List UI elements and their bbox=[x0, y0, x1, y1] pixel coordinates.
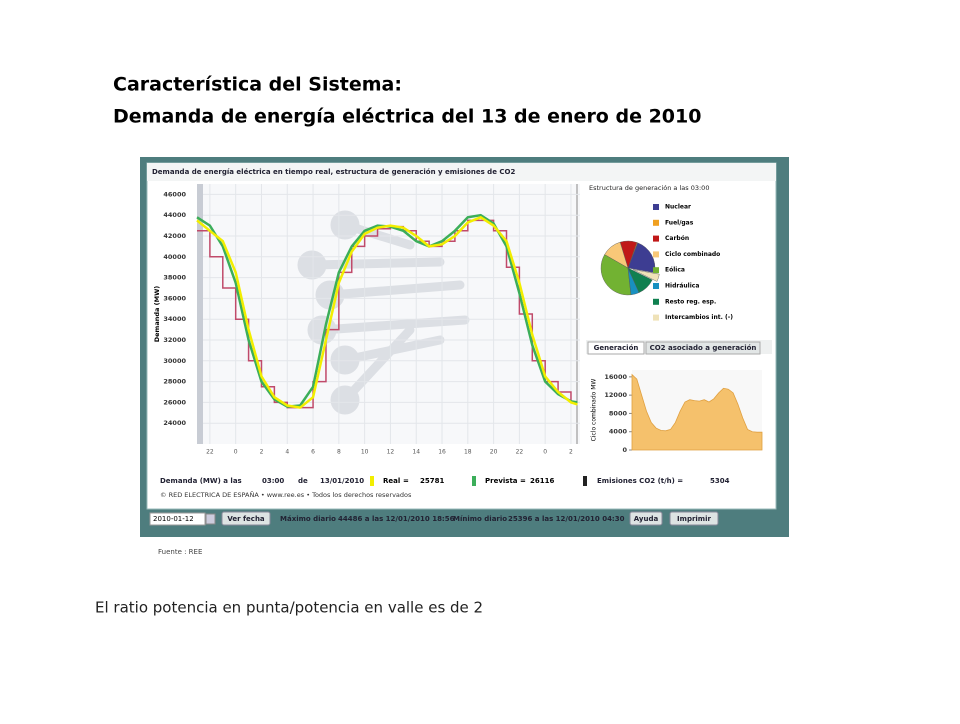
y-tick-label: 30000 bbox=[163, 357, 186, 365]
tab-label: Generación bbox=[594, 344, 639, 352]
legend-swatch bbox=[472, 476, 476, 486]
legend-label: Prevista bbox=[485, 477, 518, 485]
button-label: Ayuda bbox=[634, 515, 659, 523]
plot-scroll bbox=[197, 184, 203, 444]
readout-de: de bbox=[298, 477, 308, 485]
x-tick-label: 22 bbox=[516, 449, 524, 456]
legend-label: Hidráulica bbox=[665, 283, 699, 290]
y-tick-label: 16000 bbox=[604, 373, 627, 381]
legend-eq: = bbox=[403, 477, 409, 485]
min-label: Mínimo diario bbox=[453, 515, 507, 523]
x-tick-label: 18 bbox=[464, 449, 472, 456]
legend-swatch bbox=[653, 314, 659, 321]
y-tick-label: 32000 bbox=[163, 336, 186, 344]
legend-value: 25781 bbox=[420, 477, 444, 485]
x-tick-label: 2 bbox=[569, 449, 573, 456]
calendar-icon[interactable] bbox=[205, 513, 216, 525]
readout-time: 03:00 bbox=[262, 477, 284, 485]
legend-swatch bbox=[653, 219, 659, 226]
x-tick-label: 6 bbox=[311, 449, 315, 456]
x-tick-label: 0 bbox=[543, 449, 547, 456]
x-tick-label: 10 bbox=[361, 449, 369, 456]
widget-header: Demanda de energía eléctrica en tiempo r… bbox=[152, 168, 515, 176]
legend-swatch bbox=[653, 204, 659, 210]
legend-swatch bbox=[653, 235, 659, 242]
x-tick-label: 14 bbox=[412, 449, 420, 456]
y-tick-label: 28000 bbox=[163, 378, 186, 386]
x-tick-label: 0 bbox=[234, 449, 238, 456]
legend-swatch bbox=[653, 298, 659, 305]
tab-label: CO2 asociado a generación bbox=[650, 344, 757, 352]
x-tick-label: 8 bbox=[337, 449, 341, 456]
legend-swatch bbox=[653, 251, 659, 258]
legend-label: Carbón bbox=[665, 235, 689, 242]
legend-eq: = bbox=[520, 477, 526, 485]
y-tick-label: 42000 bbox=[163, 232, 186, 240]
y-axis-label: Demanda (MW) bbox=[153, 286, 161, 343]
legend-swatch bbox=[653, 283, 659, 289]
legend-label: Ciclo combinado bbox=[665, 251, 720, 258]
readout-emissions: 5304 bbox=[710, 477, 730, 485]
copyright: © RED ELECTRICA DE ESPAÑA • www.ree.es •… bbox=[160, 490, 412, 499]
tab[interactable] bbox=[645, 341, 761, 355]
tab[interactable] bbox=[587, 341, 645, 355]
area bbox=[631, 373, 763, 451]
y-tick-label: 36000 bbox=[163, 294, 186, 302]
conclusion: El ratio potencia en punta/potencia en v… bbox=[95, 599, 483, 617]
legend-label: Resto reg. esp. bbox=[665, 298, 716, 305]
pie-slice bbox=[627, 267, 653, 293]
x-tick-label: 16 bbox=[438, 449, 446, 456]
legend-label: Real bbox=[383, 477, 400, 485]
source: Fuente : REE bbox=[158, 548, 202, 556]
y-tick-label: 44000 bbox=[163, 211, 186, 219]
emissions-swatch bbox=[583, 476, 587, 486]
date-value: 2010-01-12 bbox=[153, 515, 194, 523]
title: Demanda de energía eléctrica del 13 de e… bbox=[113, 106, 701, 128]
legend-swatch bbox=[370, 476, 374, 486]
button[interactable] bbox=[629, 511, 663, 526]
button[interactable] bbox=[669, 511, 719, 526]
y-tick-label: 12000 bbox=[604, 391, 627, 399]
y-tick-label: 26000 bbox=[163, 398, 186, 406]
button-label: Ver fecha bbox=[227, 515, 265, 523]
legend-label: Intercambios int. (-) bbox=[665, 314, 733, 321]
y-tick-label: 38000 bbox=[163, 274, 186, 282]
series-line bbox=[196, 215, 578, 409]
readout-label: Demanda (MW) a las bbox=[160, 477, 242, 485]
legend-swatch bbox=[653, 267, 659, 274]
pie-slice bbox=[600, 254, 632, 296]
date-input[interactable] bbox=[149, 512, 206, 526]
max-text: 44486 a las 12/01/2010 18:56 bbox=[338, 515, 455, 523]
pie-slice bbox=[632, 269, 660, 282]
legend-label: Eólica bbox=[665, 267, 685, 274]
max-label: Máximo diario bbox=[280, 515, 336, 523]
readout-date: 13/01/2010 bbox=[320, 477, 364, 485]
widget-header-bg bbox=[147, 163, 776, 181]
y-tick-label: 8000 bbox=[609, 409, 628, 417]
min-text: 25396 a las 12/01/2010 04:30 bbox=[508, 515, 625, 523]
y-tick-label: 34000 bbox=[163, 315, 186, 323]
legend-value: 26116 bbox=[530, 477, 554, 485]
readout-emissions-label: Emisiones CO2 (t/h) = bbox=[597, 477, 683, 485]
x-tick-label: 4 bbox=[285, 449, 289, 456]
x-tick-label: 12 bbox=[387, 449, 395, 456]
y-axis-label: Ciclo combinado MW bbox=[591, 379, 598, 442]
pie-title: Estructura de generación a las 03:00 bbox=[589, 184, 709, 192]
legend-label: Nuclear bbox=[665, 204, 691, 211]
x-tick-label: 2 bbox=[260, 449, 264, 456]
y-tick-label: 24000 bbox=[163, 419, 186, 427]
legend-label: Fuel/gas bbox=[665, 219, 694, 226]
y-tick-label: 0 bbox=[622, 446, 627, 454]
button-label: Imprimir bbox=[677, 515, 711, 523]
y-tick-label: 46000 bbox=[163, 190, 186, 198]
x-tick-label: 22 bbox=[206, 449, 214, 456]
y-tick-label: 40000 bbox=[163, 253, 186, 261]
title: Característica del Sistema: bbox=[113, 74, 402, 96]
y-tick-label: 4000 bbox=[609, 428, 628, 436]
button[interactable] bbox=[221, 511, 271, 526]
x-tick-label: 20 bbox=[490, 449, 498, 456]
